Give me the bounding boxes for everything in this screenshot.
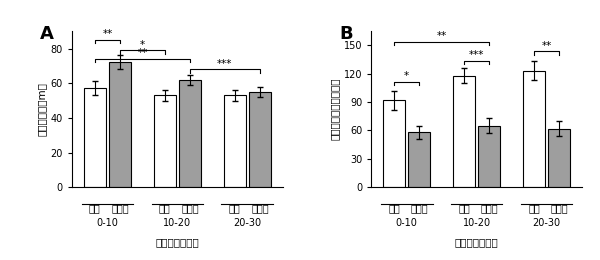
Text: A: A <box>40 25 54 43</box>
Text: 10-20: 10-20 <box>463 218 491 228</box>
Text: **: ** <box>103 29 113 39</box>
Text: 0-10: 0-10 <box>396 218 418 228</box>
Bar <box>248 92 271 187</box>
Text: *: * <box>140 40 145 49</box>
Text: 正常: 正常 <box>388 203 400 213</box>
Text: 時間経過（分）: 時間経過（分） <box>155 237 199 247</box>
Bar <box>179 80 201 187</box>
Text: 時間経過（分）: 時間経過（分） <box>455 237 499 247</box>
Text: 正常: 正常 <box>229 203 241 213</box>
Bar <box>523 71 545 187</box>
Text: 正常: 正常 <box>159 203 170 213</box>
Text: モデル: モデル <box>111 203 129 213</box>
Bar <box>383 100 406 187</box>
Text: 0-10: 0-10 <box>97 218 118 228</box>
Bar <box>478 126 500 187</box>
Bar <box>224 95 246 187</box>
Bar <box>408 132 430 187</box>
Text: 20-30: 20-30 <box>532 218 560 228</box>
Bar <box>83 88 106 187</box>
Y-axis label: 中心部滞在時間（秒）: 中心部滞在時間（秒） <box>329 78 340 140</box>
Bar <box>109 62 131 187</box>
Bar <box>548 129 571 187</box>
Text: 正常: 正常 <box>458 203 470 213</box>
Text: 20-30: 20-30 <box>233 218 262 228</box>
Text: モデル: モデル <box>410 203 428 213</box>
Text: *: * <box>404 71 409 81</box>
Text: **: ** <box>541 41 551 51</box>
Text: ***: *** <box>469 50 484 60</box>
Text: モデル: モデル <box>251 203 269 213</box>
Text: 10-20: 10-20 <box>163 218 191 228</box>
Text: モデル: モデル <box>481 203 498 213</box>
Text: **: ** <box>437 31 447 41</box>
Text: 正常: 正常 <box>89 203 101 213</box>
Text: ***: *** <box>217 58 233 69</box>
Bar <box>154 95 176 187</box>
Y-axis label: 総移動距離（m）: 総移動距離（m） <box>37 82 46 136</box>
Text: 正常: 正常 <box>528 203 540 213</box>
Text: B: B <box>340 25 353 43</box>
Text: **: ** <box>137 48 148 58</box>
Bar <box>453 76 475 187</box>
Text: モデル: モデル <box>181 203 199 213</box>
Text: モデル: モデル <box>550 203 568 213</box>
